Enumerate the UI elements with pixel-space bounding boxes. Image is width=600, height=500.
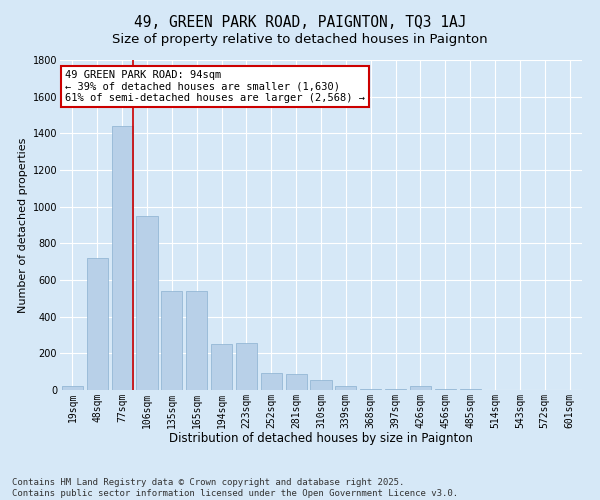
Text: Contains HM Land Registry data © Crown copyright and database right 2025.
Contai: Contains HM Land Registry data © Crown c… xyxy=(12,478,458,498)
Bar xyxy=(87,258,108,390)
Bar xyxy=(211,344,232,390)
Bar xyxy=(112,126,133,390)
Bar xyxy=(410,386,431,390)
Text: 49 GREEN PARK ROAD: 94sqm
← 39% of detached houses are smaller (1,630)
61% of se: 49 GREEN PARK ROAD: 94sqm ← 39% of detac… xyxy=(65,70,365,103)
Text: Size of property relative to detached houses in Paignton: Size of property relative to detached ho… xyxy=(112,32,488,46)
Bar xyxy=(360,389,381,390)
Bar xyxy=(435,389,456,390)
Bar xyxy=(236,343,257,390)
Bar xyxy=(310,380,332,390)
Text: 49, GREEN PARK ROAD, PAIGNTON, TQ3 1AJ: 49, GREEN PARK ROAD, PAIGNTON, TQ3 1AJ xyxy=(134,15,466,30)
Bar xyxy=(261,372,282,390)
Bar xyxy=(335,386,356,390)
X-axis label: Distribution of detached houses by size in Paignton: Distribution of detached houses by size … xyxy=(169,432,473,445)
Bar xyxy=(62,386,83,390)
Bar xyxy=(286,374,307,390)
Bar xyxy=(136,216,158,390)
Bar xyxy=(186,291,207,390)
Bar xyxy=(460,389,481,390)
Bar xyxy=(385,389,406,390)
Y-axis label: Number of detached properties: Number of detached properties xyxy=(19,138,28,312)
Bar xyxy=(161,291,182,390)
